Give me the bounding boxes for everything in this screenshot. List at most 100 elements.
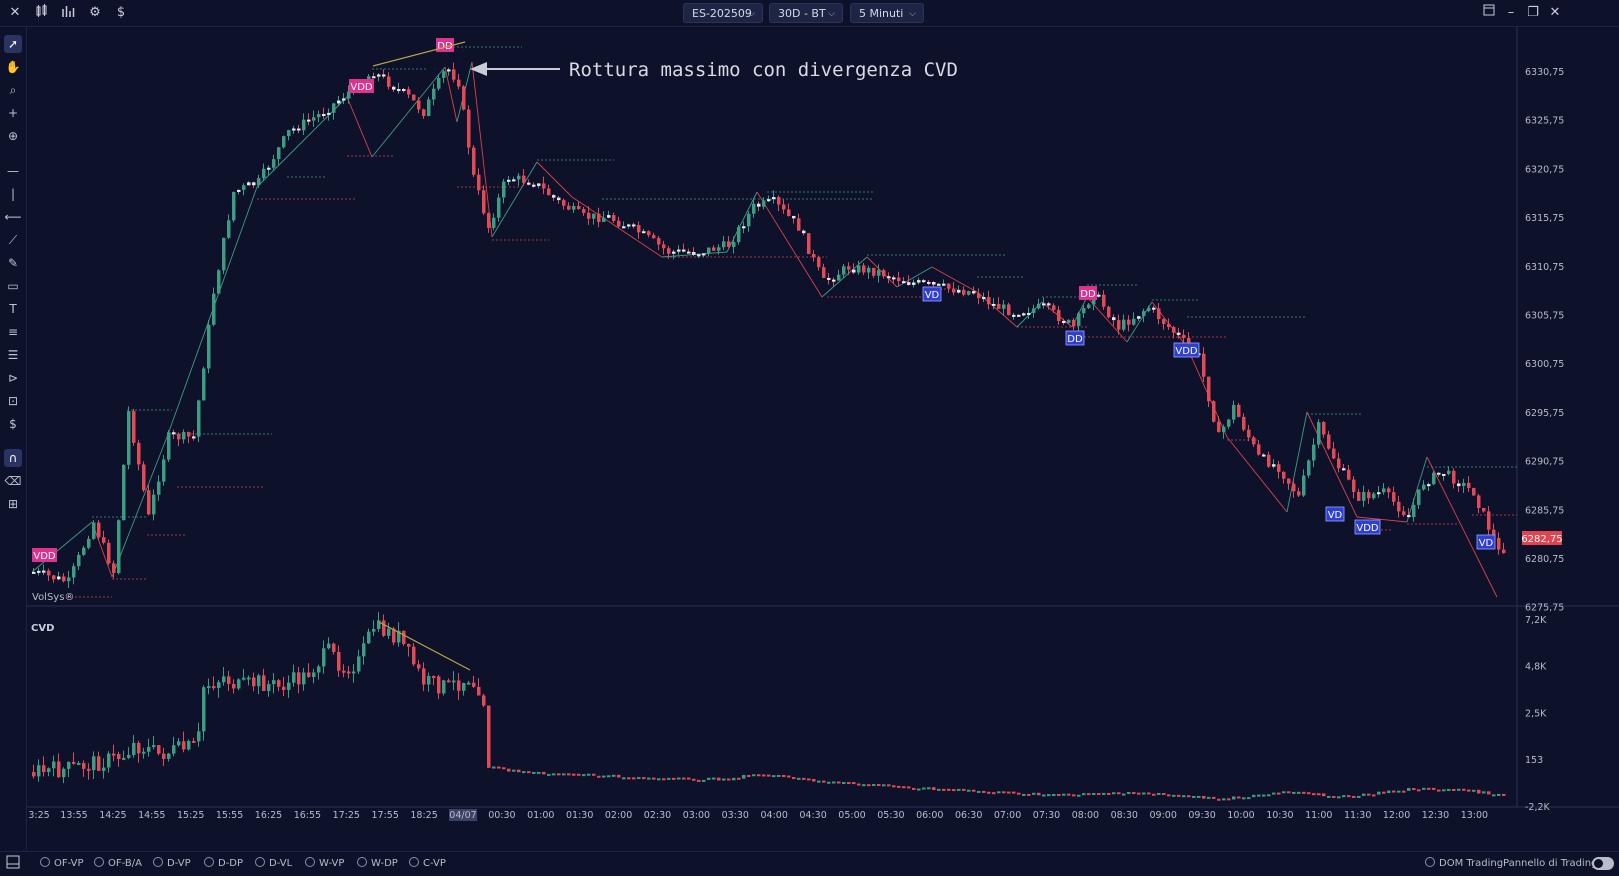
- bottom-toolbar: OF-VP OF-B/A D-VP D-DP D-VL W-VP W-DP C-VP DOM …: [0, 851, 1619, 876]
- study-toggle-w-dp[interactable]: W-DP: [357, 857, 398, 871]
- order-icon[interactable]: ⊳: [7, 371, 19, 385]
- study-toggle-d-vp[interactable]: D-VP: [153, 857, 191, 871]
- magnet-icon[interactable]: ∩: [4, 449, 22, 467]
- signal-marker[interactable]: DD: [1065, 330, 1085, 346]
- zigzag-segment: [371, 66, 446, 158]
- channel-icon[interactable]: ☰: [7, 348, 19, 362]
- window-close-icon[interactable]: ✕: [1549, 5, 1561, 20]
- trading-panel-toggle[interactable]: [1592, 857, 1614, 870]
- study-toggle-d-vl[interactable]: D-VL: [255, 857, 292, 871]
- vertical-line-icon[interactable]: |: [10, 187, 16, 201]
- annotation-arrow[interactable]: [470, 62, 560, 76]
- cvd-body: [287, 682, 291, 690]
- close-icon[interactable]: ✕: [9, 5, 21, 20]
- zigzag-segment: [756, 191, 823, 298]
- position-icon[interactable]: ⊡: [7, 394, 19, 408]
- measure-icon[interactable]: ⊕: [7, 129, 19, 143]
- price-candles[interactable]: [32, 62, 1506, 588]
- time-axis[interactable]: 3:25 13:55 14:25 14:55 15:25 15:55 16:25 16:55 1…: [28, 809, 1488, 821]
- candle-body: [767, 199, 771, 202]
- cursor-icon[interactable]: ➚: [4, 35, 22, 53]
- horizontal-line-icon[interactable]: —: [7, 164, 19, 178]
- current-price-value: 6282,75: [1521, 534, 1562, 545]
- pen-icon[interactable]: ✎: [7, 256, 19, 270]
- svg-text:VD: VD: [1479, 538, 1494, 549]
- price-axis-label: 6330,75: [1525, 67, 1564, 78]
- price-divergence-line[interactable]: [372, 41, 466, 67]
- candle-body: [332, 103, 336, 113]
- range-select[interactable]: 30D - BT ⌵: [769, 3, 843, 23]
- text-icon[interactable]: T: [9, 302, 17, 316]
- signal-marker[interactable]: VD: [1325, 506, 1345, 522]
- cvd-body: [822, 780, 826, 783]
- indicators-icon[interactable]: [59, 4, 77, 22]
- study-toggle-d-dp[interactable]: D-DP: [204, 857, 243, 871]
- cvd-body: [857, 783, 861, 786]
- study-toggle-of-vp[interactable]: OF-VP: [40, 857, 84, 871]
- trendline-icon[interactable]: ⟋: [8, 233, 18, 247]
- candles-icon[interactable]: [33, 4, 51, 22]
- signal-marker[interactable]: VDD: [1173, 342, 1200, 358]
- price-axis[interactable]: 6330,75 6325,75 6320,75 6315,75 6310,75 6305,…: [1525, 67, 1564, 614]
- zigzag-segment: [1306, 411, 1358, 518]
- zoom-icon[interactable]: ⌕: [9, 83, 17, 97]
- candle-body: [72, 566, 76, 578]
- chart-area[interactable]: VDD VDD DD VD DD DD VDD VD VDD VD Rottura massimo…: [27, 27, 1619, 850]
- cvd-body: [77, 763, 81, 766]
- cvd-candles[interactable]: [32, 612, 1506, 801]
- signal-marker[interactable]: VDD: [32, 548, 57, 562]
- top-toolbar: ✕ ⚙ $ ES-202509 ⌵ 30D - BT ⌵ 5 Minuti ⌵ – ❐…: [0, 0, 1619, 27]
- signal-marker[interactable]: VDD: [349, 79, 374, 93]
- panel-icon[interactable]: [4, 855, 22, 873]
- candle-body: [947, 283, 951, 289]
- signal-marker[interactable]: VDD: [1354, 519, 1381, 535]
- timeframe-select[interactable]: 5 Minuti ⌵: [850, 3, 924, 23]
- time-axis-label: 18:25: [410, 810, 437, 821]
- restore-icon[interactable]: ❐: [1527, 5, 1539, 20]
- candle-body: [867, 267, 871, 273]
- ray-icon[interactable]: ⟵: [4, 210, 22, 224]
- study-toggle-of-b-a[interactable]: OF-B/A: [94, 857, 142, 871]
- signal-marker[interactable]: VD: [922, 286, 942, 302]
- dom-trading-toggle[interactable]: DOM Trading: [1425, 857, 1503, 871]
- signal-marker[interactable]: DD: [1079, 286, 1097, 300]
- gear-icon[interactable]: ⚙: [89, 5, 101, 20]
- cvd-body: [452, 680, 456, 683]
- candle-body: [1332, 448, 1336, 459]
- symbol-select[interactable]: ES-202509 ⌵: [683, 3, 763, 23]
- candle-body: [102, 537, 106, 543]
- candle-body: [1127, 319, 1131, 325]
- cvd-body: [1402, 790, 1406, 793]
- time-axis-label: 3:25: [28, 810, 49, 821]
- cvd-axis[interactable]: 7,2K 4,8K 2,5K 153 -2,2K: [1525, 615, 1551, 813]
- cvd-body: [687, 777, 691, 780]
- hand-icon[interactable]: ✋: [5, 60, 21, 74]
- cvd-body: [1132, 792, 1136, 795]
- time-axis-label: 08:30: [1111, 810, 1138, 821]
- cvd-divergence-line[interactable]: [378, 621, 471, 671]
- study-toggle-c-vp[interactable]: C-VP: [409, 857, 446, 871]
- alert-icon[interactable]: $: [9, 417, 17, 431]
- study-toggle-w-vp[interactable]: W-VP: [305, 857, 344, 871]
- candle-body: [1022, 313, 1026, 316]
- dollar-icon[interactable]: $: [116, 5, 126, 20]
- layout-icon[interactable]: [1480, 4, 1498, 22]
- candle-body: [1302, 475, 1306, 496]
- eraser-icon[interactable]: ⌫: [4, 474, 22, 488]
- cvd-body: [1382, 791, 1386, 794]
- cvd-body: [692, 778, 696, 781]
- signal-marker[interactable]: VD: [1476, 534, 1496, 550]
- lock-icon[interactable]: ⊞: [7, 497, 19, 511]
- cvd-body: [747, 775, 751, 778]
- time-axis-label: 04/07: [449, 810, 476, 821]
- crosshair-icon[interactable]: +: [7, 106, 19, 120]
- time-axis-label: 15:25: [177, 810, 204, 821]
- rectangle-icon[interactable]: ▭: [7, 279, 19, 293]
- candle-body: [1382, 488, 1386, 493]
- candle-body: [1242, 416, 1246, 430]
- signal-markers: VDD VDD DD VD DD DD VDD VD VDD VD: [32, 38, 1496, 562]
- candle-body: [937, 283, 941, 286]
- fib-icon[interactable]: ≡: [7, 325, 19, 339]
- cvd-body: [1362, 793, 1366, 796]
- minimize-icon[interactable]: –: [1507, 5, 1515, 20]
